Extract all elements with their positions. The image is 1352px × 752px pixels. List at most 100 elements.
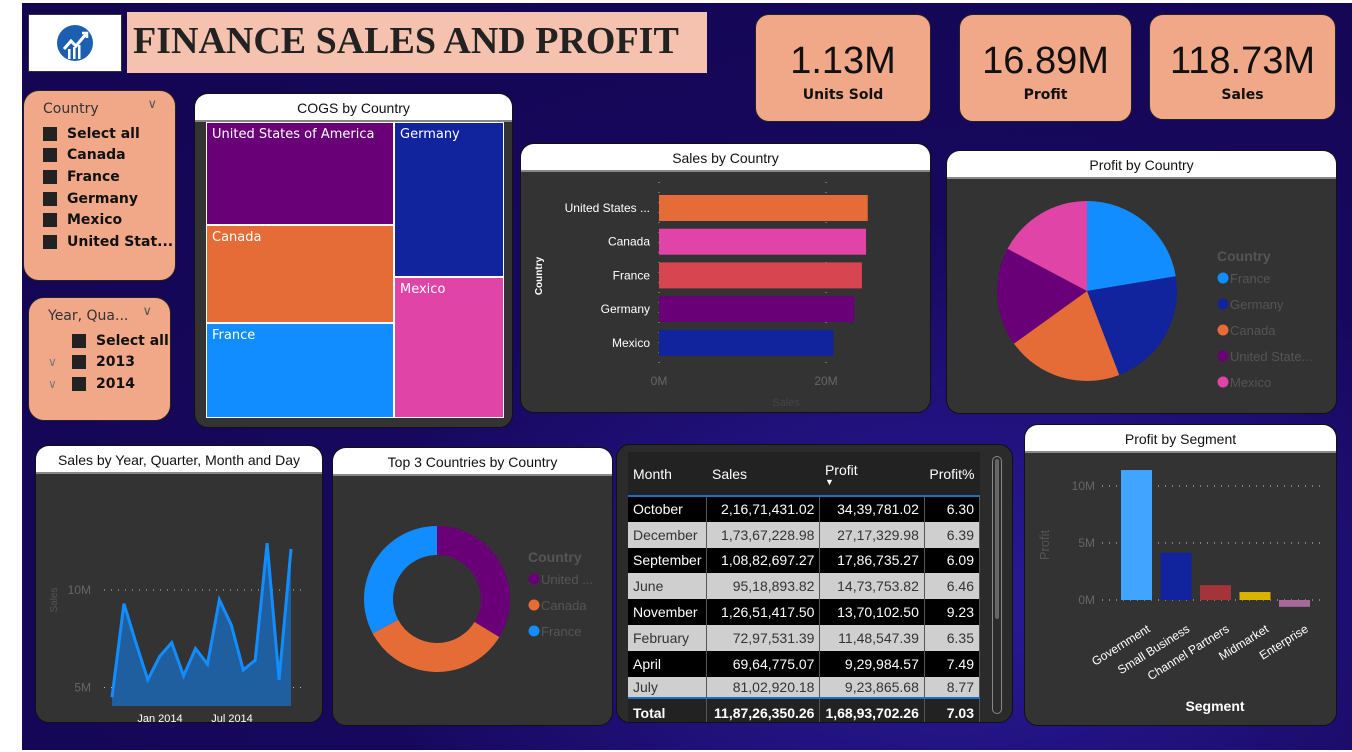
table-row[interactable]: November 1,26,51,417.50 13,70,102.50 9.23: [628, 599, 981, 625]
table-row[interactable]: February 72,97,531.39 11,48,547.39 6.35: [628, 624, 981, 651]
total-row[interactable]: Total 11,87,26,350.26 1,68,93,702.26 7.03: [628, 696, 981, 722]
y-axis-title: Country: [534, 256, 545, 295]
legend-label: France: [1230, 271, 1270, 286]
table-row[interactable]: October 2,16,71,431.02 34,39,781.02 6.30: [628, 496, 981, 522]
treemap-tile[interactable]: France: [206, 323, 394, 418]
slicer-item[interactable]: United Stat...: [24, 231, 175, 253]
bar: [1239, 592, 1271, 600]
checkbox[interactable]: [43, 126, 57, 141]
chart-title: Profit by Country: [947, 151, 1336, 179]
table-row[interactable]: September 1,08,82,697.27 17,86,735.27 6.09: [628, 547, 981, 574]
column-header-label: Profit: [824, 461, 858, 478]
checkbox[interactable]: [43, 213, 57, 228]
treemap-tile[interactable]: Canada: [206, 225, 394, 323]
table-cell: September: [628, 547, 708, 574]
table-cell: 69,64,775.07: [706, 650, 821, 677]
legend-label: Mexico: [1230, 375, 1271, 390]
bar: [659, 296, 855, 323]
treemap-tile[interactable]: Mexico: [394, 277, 504, 418]
slicer-item-label: Select all: [67, 125, 140, 142]
chevron-down-icon[interactable]: ∨: [142, 304, 152, 319]
x-tick-label: Jan 2014: [137, 713, 182, 723]
x-axis-title: Sales: [772, 397, 800, 409]
table-cell: 1,26,51,417.50: [706, 599, 821, 625]
tile-label: Mexico: [400, 282, 446, 297]
treemap-tile[interactable]: Germany: [394, 122, 504, 277]
slicer-item-label: Germany: [67, 190, 139, 207]
legend-marker: [528, 599, 540, 611]
slicer-item[interactable]: ∨ 2013: [29, 352, 170, 374]
legend-marker: [1217, 298, 1229, 310]
checkbox[interactable]: [43, 234, 57, 249]
legend-marker: [528, 625, 540, 637]
table-cell: 13,70,102.50: [819, 599, 925, 625]
scrollbar-thumb[interactable]: [995, 459, 999, 619]
donut-slice: [364, 526, 437, 634]
table-row[interactable]: July 81,02,920.18 9,23,865.68 8.77: [628, 676, 981, 698]
table-cell: 9.23: [924, 599, 981, 625]
pie-slice: [997, 248, 1087, 344]
table-row[interactable]: June 95,18,893.82 14,73,753.82 6.46: [628, 573, 981, 600]
bar: [659, 228, 867, 255]
table-cell: July: [628, 676, 708, 698]
kpi-value: 118.73M: [1169, 40, 1316, 82]
expand-chevron-icon[interactable]: ∨: [48, 355, 57, 370]
expand-chevron-icon[interactable]: ∨: [48, 376, 57, 391]
column-header-label: Month: [633, 465, 672, 482]
x-tick-label: Jul 2014: [211, 713, 253, 723]
year-slicer: Year, Qua... ∨ Select all ∨ 2013 ∨ 2014: [28, 297, 171, 421]
table-cell: November: [628, 599, 708, 625]
slicer-item[interactable]: Germany: [24, 188, 175, 210]
table-cell: 27,17,329.98: [819, 521, 925, 548]
slicer-item[interactable]: France: [24, 166, 175, 188]
chevron-down-icon[interactable]: ∨: [147, 97, 157, 112]
column-header[interactable]: Profit%: [924, 452, 980, 497]
logo: [28, 14, 122, 72]
table-row[interactable]: December 1,73,67,228.98 27,17,329.98 6.39: [628, 521, 981, 548]
slicer-item-label: 2013: [96, 354, 135, 371]
checkbox[interactable]: [72, 333, 86, 348]
table-cell: 34,39,781.02: [819, 496, 925, 522]
table-cell: 7.03: [924, 696, 981, 722]
y-tick-label: 5M: [74, 681, 91, 695]
slicer-item[interactable]: ∨ 2014: [29, 373, 170, 395]
chart-title: Sales by Year, Quarter, Month and Day: [36, 446, 322, 474]
y-axis-title: Sales: [49, 587, 60, 612]
pie-slice: [1087, 276, 1177, 376]
kpi-value: 16.89M: [982, 40, 1109, 82]
checkbox[interactable]: [43, 148, 57, 163]
slicer-item[interactable]: Select all: [29, 330, 170, 352]
table-cell: 11,87,26,350.26: [706, 696, 821, 722]
table-scrollbar[interactable]: [992, 456, 1002, 714]
checkbox[interactable]: [43, 169, 57, 184]
table-cell: 9,29,984.57: [819, 650, 925, 677]
checkbox[interactable]: [43, 191, 57, 206]
slicer-item[interactable]: Select all: [24, 123, 175, 145]
legend-label: United State...: [1230, 349, 1312, 364]
sales-line: [110, 543, 293, 698]
column-header[interactable]: Sales: [706, 452, 820, 497]
checkbox[interactable]: [72, 355, 86, 370]
slicer-item-label: France: [67, 168, 120, 185]
table-row[interactable]: April 69,64,775.07 9,29,984.57 7.49: [628, 650, 981, 677]
checkbox[interactable]: [72, 376, 86, 391]
column-header[interactable]: Profit ▼: [819, 452, 925, 497]
slicer-item-label: Select all: [96, 332, 169, 349]
donut-slice: [437, 526, 510, 638]
slicer-item[interactable]: Mexico: [24, 209, 175, 231]
legend-marker: [1217, 272, 1229, 284]
column-header[interactable]: Month: [628, 452, 707, 497]
slicer-item-label: United Stat...: [67, 233, 174, 250]
y-tick-label: 5M: [1078, 536, 1095, 550]
pie-slice: [1013, 291, 1120, 381]
slicer-title: Country: [43, 101, 99, 117]
table-cell: 6.09: [924, 547, 981, 574]
x-tick-label: 0M: [651, 374, 668, 388]
legend-label: Germany: [1230, 297, 1284, 312]
treemap-tile[interactable]: United States of America: [206, 122, 394, 225]
table-cell: December: [628, 521, 708, 548]
kpi-profit: 16.89M Profit: [959, 14, 1132, 122]
slicer-item[interactable]: Canada: [24, 145, 175, 167]
country-slicer: Country ∨ Select all Canada France Germany Me…: [23, 90, 176, 281]
